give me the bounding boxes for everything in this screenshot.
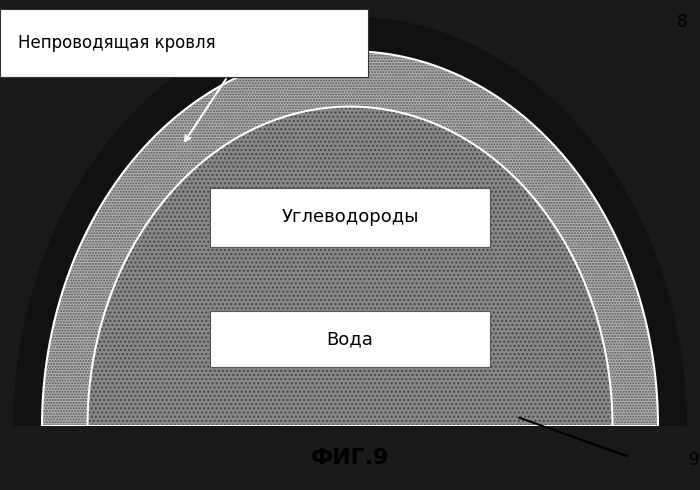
FancyBboxPatch shape — [0, 8, 368, 77]
Text: Углеводороды: Углеводороды — [281, 208, 419, 226]
FancyBboxPatch shape — [210, 188, 490, 247]
FancyBboxPatch shape — [210, 311, 490, 367]
Text: Непроводящая кровля: Непроводящая кровля — [18, 34, 215, 51]
Text: ФИГ.9: ФИГ.9 — [311, 448, 389, 468]
Text: Вода: Вода — [327, 330, 373, 348]
Polygon shape — [14, 17, 686, 426]
Text: 9: 9 — [690, 451, 700, 469]
Text: 8: 8 — [678, 13, 687, 31]
Polygon shape — [88, 107, 612, 426]
Polygon shape — [42, 51, 658, 426]
